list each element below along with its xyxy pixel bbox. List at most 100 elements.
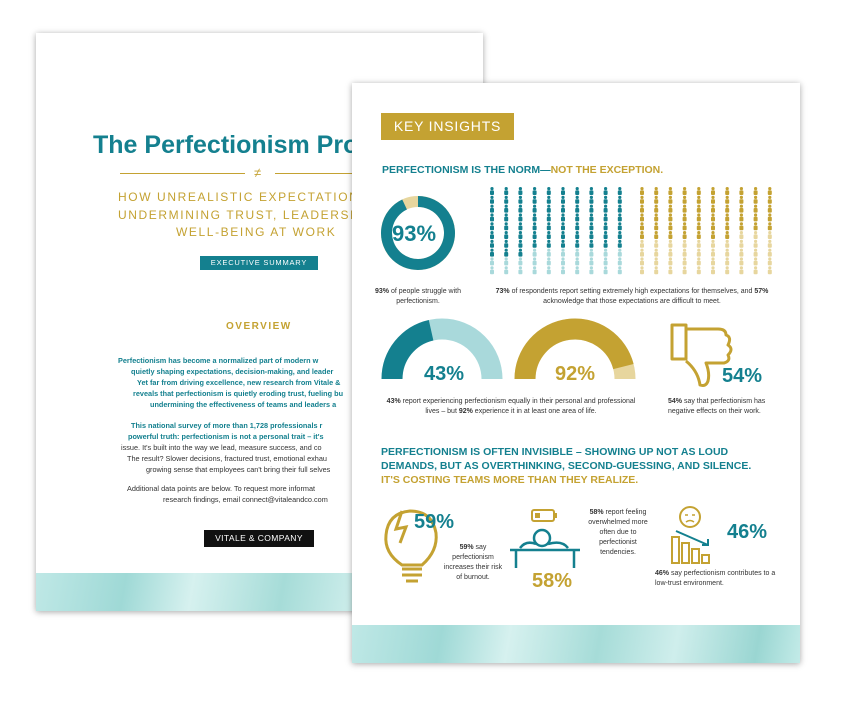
rule <box>275 173 400 174</box>
person-head <box>725 204 729 208</box>
person-head <box>697 257 701 261</box>
heading-line: PERFECTIONISM IS OFTEN INVISIBLE – SHOWI… <box>381 446 729 458</box>
person-head <box>575 204 579 208</box>
caption-bold: 93% <box>374 288 389 295</box>
person-head <box>504 213 508 217</box>
caption-bold: 59% <box>459 544 474 551</box>
caption: 93% of people struggle with perfectionis… <box>358 287 478 307</box>
person-body <box>654 225 659 231</box>
person-body <box>711 243 715 248</box>
person-body <box>640 252 644 257</box>
person-body <box>546 208 551 213</box>
caption-text: report feeling overwhelmed more often du… <box>588 509 648 556</box>
person-head <box>711 213 715 217</box>
person-body <box>654 260 659 266</box>
person-head <box>589 248 593 252</box>
person-head <box>504 222 508 226</box>
paragraph-line: The result? Slower decisions, fractured … <box>127 454 327 463</box>
person-body <box>546 260 551 266</box>
person-head <box>547 195 551 199</box>
person-body <box>711 260 715 266</box>
person-body <box>682 243 687 248</box>
person-head <box>711 204 715 208</box>
person-head <box>533 239 537 243</box>
person-body <box>490 243 494 248</box>
person-body <box>753 243 758 248</box>
person-body <box>711 208 715 213</box>
person-body <box>739 225 744 231</box>
person-head <box>668 266 672 270</box>
person-head <box>768 204 772 208</box>
person-head <box>533 195 537 199</box>
person-head <box>618 239 622 243</box>
trust-label: 46% <box>727 521 768 543</box>
subtitle: WELL-BEING AT WORK <box>176 225 337 239</box>
person-head <box>654 187 658 191</box>
person-head <box>683 213 687 217</box>
heading: PERFECTIONISM IS THE NORM—NOT THE EXCEPT… <box>382 164 663 176</box>
person-body <box>504 190 509 195</box>
person-body <box>532 252 537 257</box>
person-body <box>696 269 701 275</box>
person-head <box>547 231 551 235</box>
person-body <box>617 252 622 257</box>
person-head <box>739 248 743 252</box>
person-body <box>532 216 537 222</box>
person-body <box>682 199 687 204</box>
person-head <box>739 239 743 243</box>
person-head <box>768 231 772 235</box>
person-body <box>603 199 608 204</box>
person-body <box>654 243 659 248</box>
person-body <box>640 208 644 213</box>
person-body <box>753 252 758 257</box>
person-body <box>668 260 673 266</box>
lightbulb-icon <box>384 509 438 583</box>
person-head <box>683 222 687 226</box>
person-head <box>518 204 522 208</box>
person-head <box>754 248 758 252</box>
person-body <box>711 234 715 239</box>
person-head <box>697 248 701 252</box>
person-body <box>711 225 715 231</box>
person-head <box>739 222 743 226</box>
person-head <box>504 195 508 199</box>
person-head <box>618 231 622 235</box>
person-body <box>589 269 594 275</box>
person-head <box>533 248 537 252</box>
caption-text: of respondents report setting extremely … <box>509 288 755 295</box>
person-body <box>640 199 644 204</box>
person-body <box>589 216 594 222</box>
person-body <box>603 260 608 266</box>
person-head <box>739 187 743 191</box>
person-body <box>561 234 565 239</box>
person-body <box>753 199 758 204</box>
person-body <box>739 252 744 257</box>
logo: VITALE & COMPANY <box>204 530 314 547</box>
person-head <box>768 222 772 226</box>
heading: PERFECTIONISM IS OFTEN INVISIBLE – SHOWI… <box>381 445 751 487</box>
person-head <box>561 187 565 191</box>
half-donut <box>381 318 503 380</box>
person-body <box>668 208 673 213</box>
person-body <box>696 260 701 266</box>
person-head <box>683 257 687 261</box>
person-body <box>668 190 673 195</box>
person-body <box>561 208 565 213</box>
person-head <box>739 257 743 261</box>
person-body <box>603 190 608 195</box>
person-head <box>754 204 758 208</box>
person-body <box>518 234 523 239</box>
caption-bold: 57% <box>754 288 769 295</box>
person-body <box>725 216 730 222</box>
person-body <box>696 190 701 195</box>
paragraph-line: research findings, email connect@vitalea… <box>163 495 328 504</box>
person-body <box>518 225 523 231</box>
person-head <box>768 248 772 252</box>
person-body <box>767 190 772 195</box>
person-body <box>654 190 659 195</box>
paragraph-line: This national survey of more than 1,728 … <box>131 421 323 430</box>
person-head <box>604 231 608 235</box>
person-head <box>518 266 522 270</box>
person-body <box>696 208 701 213</box>
person-body <box>617 190 622 195</box>
